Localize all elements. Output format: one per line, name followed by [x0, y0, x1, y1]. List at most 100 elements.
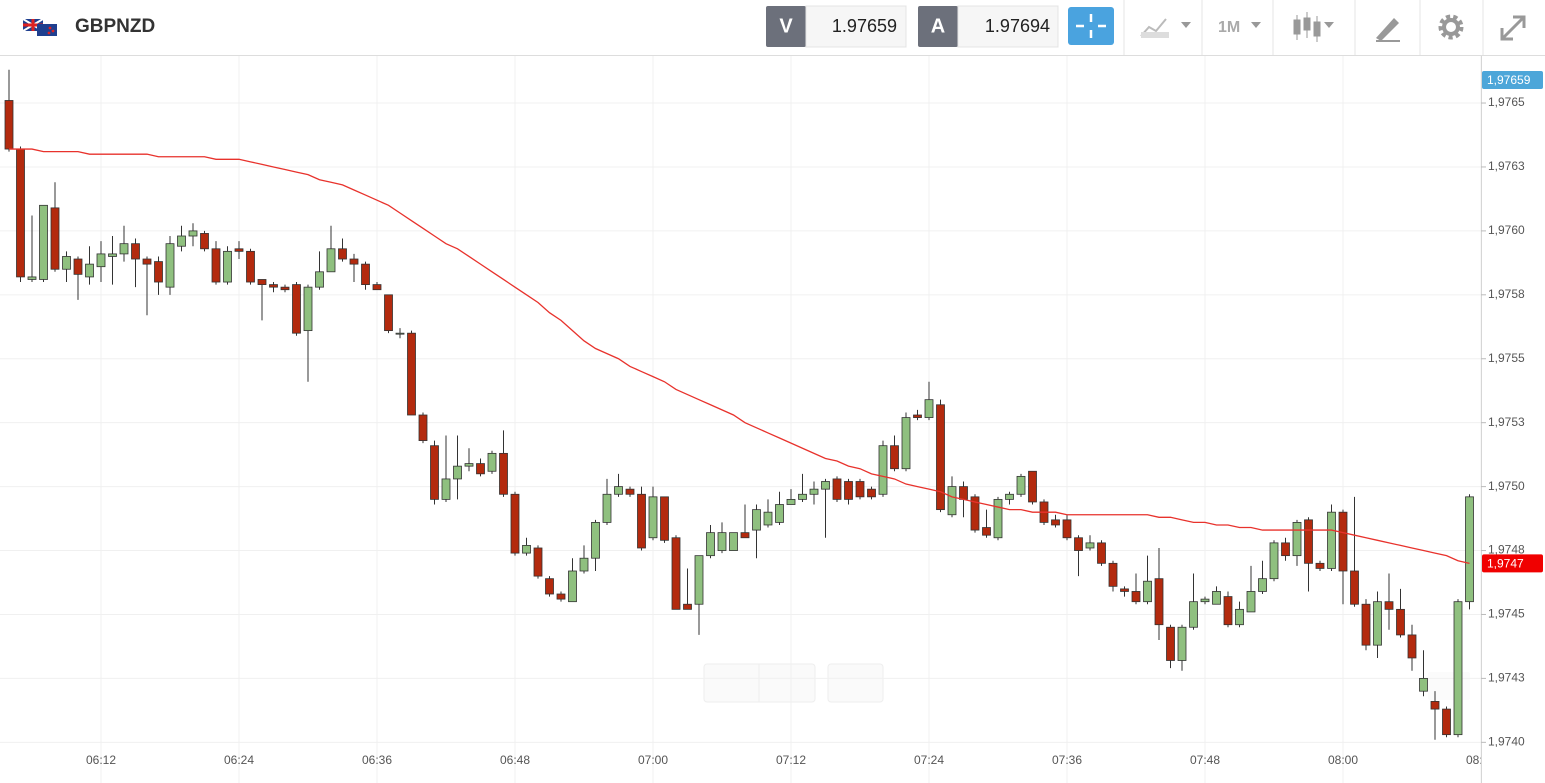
candle-body: [1131, 591, 1141, 603]
x-tick-label: 07:00: [638, 753, 668, 767]
candle-body: [936, 404, 945, 511]
candle-body: [1062, 519, 1072, 539]
candle-body: [982, 527, 991, 536]
candle-body: [453, 465, 462, 480]
candle-body: [1028, 470, 1037, 503]
candle-body: [1396, 608, 1405, 636]
x-tick-label: 06:24: [224, 753, 254, 767]
x-tick-label: 07:36: [1052, 753, 1082, 767]
candle-body: [39, 204, 48, 280]
candle-body: [73, 258, 83, 275]
candle-body: [1085, 542, 1095, 549]
candle-body: [1189, 601, 1198, 628]
candle-body: [1016, 475, 1026, 495]
candle-body: [1177, 626, 1187, 661]
candle-body: [648, 496, 658, 539]
candle-body: [62, 256, 71, 270]
candle-body: [533, 547, 543, 577]
sell-button[interactable]: V 1.97659: [766, 5, 907, 48]
candle-body: [1327, 511, 1336, 569]
candle-body: [809, 488, 819, 495]
candle-body: [280, 286, 290, 291]
plot: 06:12 06:24 06:36 06:48 07:00 07:12 07:24 07:36…: [4, 69, 1496, 767]
candle-body: [326, 248, 336, 273]
crosshair-button[interactable]: [1068, 7, 1114, 45]
candle-body: [556, 593, 566, 600]
candle-body: [614, 486, 623, 495]
candle-body: [361, 263, 370, 285]
y-tick-label: 1,9755: [1488, 351, 1525, 365]
y-tick-label: 1,9763: [1488, 159, 1525, 173]
candle-body: [338, 248, 347, 260]
candle-body: [292, 284, 301, 334]
candle-body: [257, 279, 267, 285]
x-tick-label: 06:48: [500, 753, 530, 767]
candle-body: [1281, 542, 1290, 557]
candle-body: [1235, 608, 1244, 626]
candle-body: [901, 417, 911, 470]
candle-body: [1430, 701, 1440, 710]
candle-body: [142, 258, 152, 265]
candle-body: [223, 250, 232, 283]
x-tick-label: 06:36: [362, 753, 392, 767]
candle-body: [959, 486, 968, 500]
last-price-tag: [1482, 71, 1543, 90]
candle-body: [177, 235, 186, 247]
zoom-buttons[interactable]: [703, 663, 884, 703]
candle-body: [349, 258, 359, 265]
settings-button[interactable]: [1438, 14, 1464, 40]
candle-body: [545, 578, 554, 595]
moving-average-line: [9, 148, 1470, 564]
candle-body: [464, 463, 474, 467]
fullscreen-button[interactable]: [1500, 15, 1526, 41]
candle-body: [1384, 601, 1394, 610]
candle-body: [763, 511, 773, 526]
sell-price: 1.97659: [832, 16, 897, 36]
y-tick-label: 1,9760: [1488, 223, 1525, 237]
candle-body: [775, 504, 784, 523]
y-tick-label: 1,9753: [1488, 415, 1525, 429]
candle-body: [786, 498, 796, 505]
candle-body: [395, 332, 405, 335]
draw-tool-button[interactable]: [1376, 18, 1400, 42]
candle-body: [1154, 578, 1164, 626]
candle-body: [752, 509, 761, 531]
candle-body: [913, 414, 922, 418]
candle-body: [418, 414, 428, 441]
candle-body: [1292, 522, 1302, 557]
x-tick-label: 07:24: [914, 753, 944, 767]
candle-style-button[interactable]: [1293, 12, 1334, 42]
buy-button[interactable]: A 1.97694: [918, 5, 1059, 48]
chart-type-button[interactable]: [1140, 18, 1191, 38]
y-tick-label: 1,9745: [1488, 607, 1525, 621]
ma-price-tag: [1482, 554, 1543, 573]
candle-body: [4, 100, 14, 150]
candle-body: [50, 207, 60, 270]
candle-body: [1120, 588, 1129, 592]
candle-body: [1465, 496, 1474, 603]
candle-body: [924, 399, 934, 418]
candle-body: [119, 243, 129, 255]
ma-price-tag-label: 1,9747: [1487, 556, 1524, 570]
candle-body: [384, 294, 393, 332]
candle-body: [683, 603, 692, 610]
candle-body: [200, 233, 209, 250]
candle-body: [430, 445, 439, 500]
y-tick-label: 1,9750: [1488, 479, 1525, 493]
buy-price: 1.97694: [985, 16, 1050, 36]
x-tick-label: 08:12: [1466, 753, 1496, 767]
candle-body: [740, 532, 750, 539]
candle-body: [1361, 603, 1371, 646]
candle-body: [1453, 601, 1463, 736]
candle-body: [993, 498, 1003, 539]
candle-body: [1304, 519, 1313, 564]
candle-body: [1212, 591, 1221, 605]
timeframe-button[interactable]: 1M: [1218, 19, 1261, 36]
candle-body: [1223, 596, 1233, 626]
y-tick-label: 1,9765: [1488, 95, 1525, 109]
buy-label: A: [931, 15, 945, 37]
candle-body: [211, 248, 221, 283]
scroll-button[interactable]: [1428, 672, 1470, 700]
candle-body: [372, 284, 382, 291]
symbol: GBPNZD: [75, 16, 155, 37]
